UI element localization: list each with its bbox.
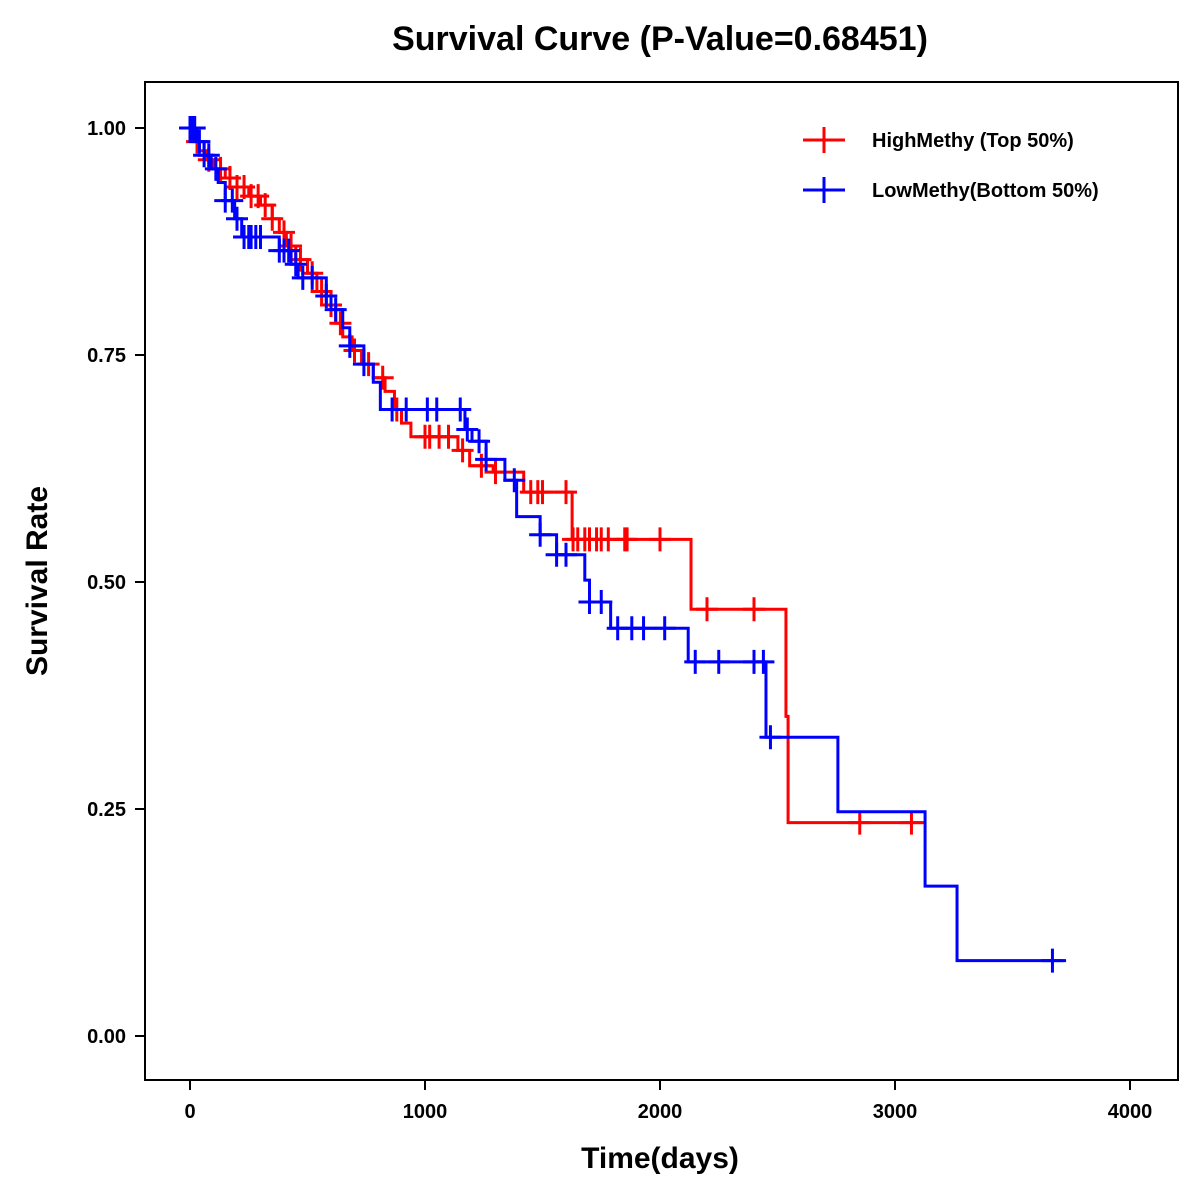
- y-tick-label: 0.75: [87, 345, 126, 367]
- censor-mark: [449, 397, 472, 422]
- censor-mark: [503, 468, 526, 493]
- y-tick-label: 0.00: [87, 1026, 126, 1048]
- y-axis-label: Survival Rate: [21, 486, 54, 676]
- y-tick-label: 0.25: [87, 799, 126, 821]
- censor-mark: [590, 589, 613, 614]
- censor-mark: [696, 597, 718, 622]
- censor-mark: [743, 597, 765, 622]
- censor-mark: [529, 522, 552, 547]
- censor-mark: [531, 480, 554, 505]
- censor-mark: [451, 438, 474, 463]
- legend-label-high: HighMethy (Top 50%): [872, 130, 1074, 152]
- legend: HighMethy (Top 50%) LowMethy(Bottom 50%): [803, 127, 1099, 203]
- censor-mark: [254, 193, 277, 218]
- censor-mark: [484, 460, 507, 485]
- censor-mark: [315, 283, 338, 308]
- censor-mark: [752, 649, 775, 674]
- censor-mark: [425, 397, 448, 422]
- x-tick-label: 1000: [403, 1101, 448, 1123]
- plot-frame: [144, 81, 1179, 1081]
- censor-mark: [475, 447, 498, 472]
- y-axis: 0.00 0.25 0.50 0.75 1.00: [87, 118, 145, 1048]
- censor-mark: [329, 311, 352, 336]
- legend-item-high: HighMethy (Top 50%): [803, 127, 1074, 153]
- censor-mark: [352, 352, 375, 377]
- censor-mark: [848, 810, 871, 835]
- censor-mark: [343, 338, 366, 363]
- censor-mark: [277, 238, 300, 263]
- censor-mark: [395, 397, 418, 422]
- censor-mark: [470, 453, 493, 478]
- censor-mark: [324, 297, 347, 322]
- series-low: [179, 116, 1067, 973]
- censor-mark: [555, 542, 577, 567]
- censor-mark: [188, 129, 211, 154]
- censor-mark: [221, 188, 244, 213]
- series-high: [186, 126, 926, 835]
- y-tick-label: 1.00: [87, 118, 126, 140]
- x-axis-label: Time(days): [581, 1142, 739, 1175]
- x-tick-label: 2000: [638, 1101, 683, 1123]
- x-axis: 0 1000 2000 3000 4000: [184, 1080, 1152, 1123]
- censor-mark: [649, 527, 671, 552]
- censor-mark: [456, 417, 479, 442]
- censor-mark: [289, 247, 312, 272]
- censor-mark: [437, 424, 460, 449]
- legend-item-low: LowMethy(Bottom 50%): [803, 177, 1099, 203]
- censor-mark: [468, 429, 491, 454]
- censor-mark: [1041, 948, 1064, 973]
- curves: [179, 116, 1067, 973]
- survival-step-line: [190, 126, 926, 825]
- censor-mark: [555, 480, 577, 505]
- x-tick-label: 4000: [1108, 1101, 1153, 1123]
- censor-mark: [310, 279, 333, 304]
- censor-mark: [900, 810, 923, 835]
- censor-mark: [338, 333, 361, 358]
- censor-mark: [284, 252, 307, 277]
- censor-mark: [684, 649, 707, 674]
- y-tick-label: 0.50: [87, 572, 126, 594]
- censor-mark: [183, 116, 206, 140]
- chart-title: Survival Curve (P-Value=0.68451): [392, 20, 928, 58]
- censor-mark: [371, 365, 394, 390]
- legend-label-low: LowMethy(Bottom 50%): [872, 180, 1099, 202]
- censor-mark: [197, 143, 220, 168]
- censor-mark: [301, 265, 324, 290]
- censor-mark: [249, 224, 272, 249]
- censor-mark: [653, 616, 676, 641]
- censor-mark: [261, 206, 284, 231]
- x-tick-label: 3000: [873, 1101, 918, 1123]
- censor-mark: [759, 725, 782, 750]
- censor-mark: [632, 616, 655, 641]
- censor-mark: [204, 156, 227, 181]
- censor-mark: [616, 527, 639, 552]
- censor-mark: [226, 206, 248, 231]
- censor-mark: [707, 649, 730, 674]
- x-tick-label: 0: [184, 1101, 195, 1123]
